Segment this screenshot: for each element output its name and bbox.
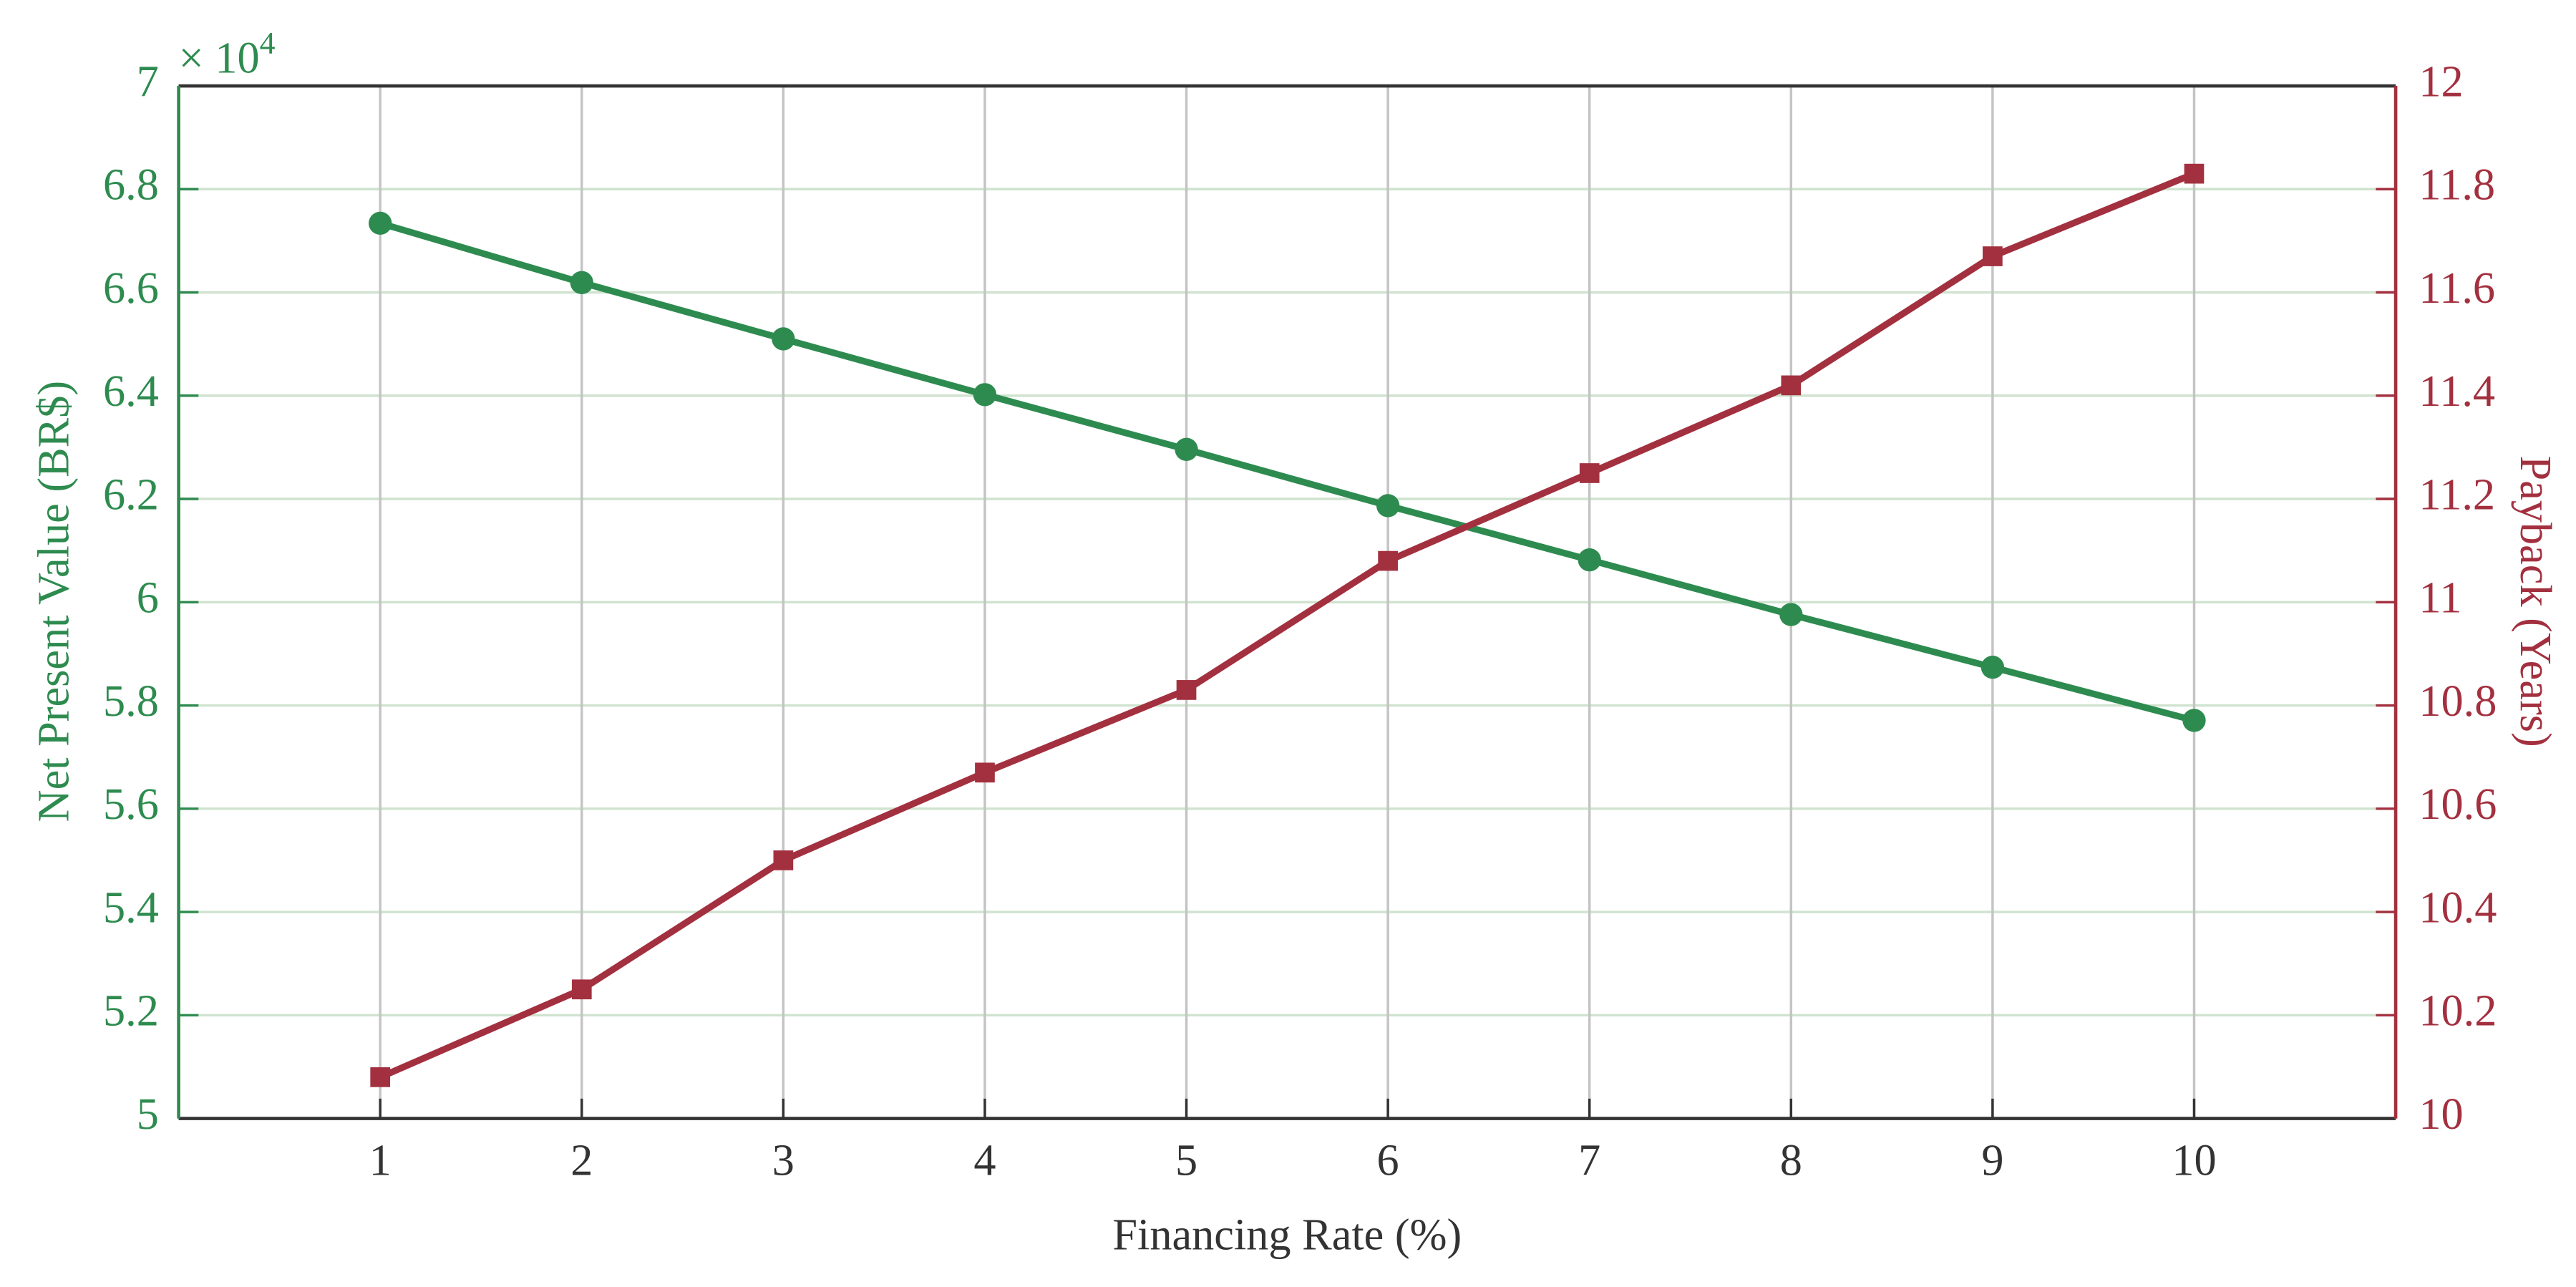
- marker: [1176, 680, 1197, 700]
- marker: [1779, 603, 1803, 626]
- marker: [973, 383, 997, 407]
- series-line: [379, 220, 2195, 724]
- y-tick-label: 6.8: [103, 160, 159, 210]
- multiplier-exponent: 4: [260, 26, 276, 61]
- marker: [570, 271, 593, 294]
- x-axis-label: Financing Rate (%): [1112, 1210, 1462, 1259]
- marker: [1781, 375, 1802, 396]
- marker: [1983, 246, 2003, 266]
- y-tick-label: 5.8: [103, 676, 159, 726]
- x-tick-label: 6: [1377, 1135, 1399, 1185]
- x-tick-label: 7: [1578, 1135, 1600, 1185]
- x-tick-label: 1: [369, 1135, 392, 1185]
- marker: [1376, 494, 1400, 518]
- y2-tick-label: 11.6: [2419, 263, 2495, 313]
- marker: [773, 850, 794, 870]
- y2-tick-label: 10.6: [2419, 780, 2497, 829]
- y2-tick-label: 10.2: [2419, 986, 2497, 1036]
- multiplier-base: × 10: [179, 34, 260, 83]
- x-tick-label: 5: [1175, 1135, 1197, 1185]
- x-tick-label: 3: [772, 1135, 794, 1185]
- y2-tick-label: 11.4: [2419, 366, 2495, 416]
- y-multiplier: × 104: [179, 26, 276, 83]
- marker: [772, 327, 795, 351]
- y-tick-label: 5.4: [103, 883, 159, 932]
- marker: [1378, 550, 1398, 571]
- y-axis-label: Net Present Value (BR$): [29, 381, 78, 822]
- marker: [369, 211, 392, 235]
- marker: [1578, 548, 1601, 572]
- y-tick-label: 6: [137, 573, 159, 623]
- y-tick-label: 5.2: [103, 986, 159, 1036]
- x-tick-label: 10: [2172, 1135, 2216, 1185]
- y-tick-label: 6.6: [103, 263, 159, 313]
- x-tick-label: 2: [570, 1135, 593, 1185]
- marker: [975, 762, 995, 783]
- marker: [1980, 656, 2005, 679]
- x-tick-label: 9: [1981, 1135, 2003, 1185]
- y2-tick-label: 10: [2419, 1089, 2463, 1139]
- marker: [370, 1067, 391, 1087]
- x-tick-label: 4: [973, 1135, 996, 1185]
- marker: [2182, 709, 2206, 732]
- y2-tick-label: 10.8: [2419, 676, 2497, 726]
- marker: [1175, 437, 1198, 461]
- series-line: [379, 170, 2196, 1081]
- y2-axis-label: Payback (Years): [2511, 456, 2560, 747]
- y2-tick-label: 12: [2419, 57, 2463, 106]
- marker: [571, 979, 592, 1000]
- marker: [2184, 163, 2205, 184]
- marker: [1579, 463, 1600, 483]
- y2-tick-label: 11.8: [2419, 160, 2495, 210]
- y2-tick-label: 10.4: [2419, 883, 2497, 932]
- y-tick-label: 6.4: [103, 366, 159, 416]
- y-tick-label: 7: [137, 57, 159, 106]
- y2-tick-label: 11: [2419, 573, 2461, 623]
- x-tick-label: 8: [1780, 1135, 1802, 1185]
- y-tick-label: 5: [137, 1089, 159, 1139]
- y2-tick-label: 11.2: [2419, 470, 2495, 519]
- y-tick-label: 6.2: [103, 470, 159, 519]
- y-tick-label: 5.6: [103, 780, 159, 829]
